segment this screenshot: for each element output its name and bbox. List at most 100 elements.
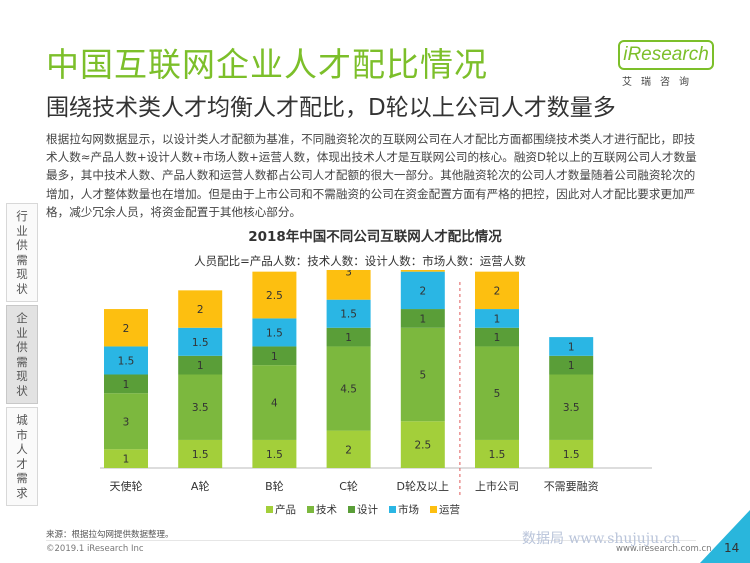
bar-segment [104,374,148,394]
chart-subtitle: 人员配比=产品人数：技术人数：设计人数：市场人数：运营人数 [194,254,526,268]
body-paragraph: 根据拉勾网数据显示，以设计类人才配额为基准，不同融资轮次的互联网公司在人才配比方… [46,132,697,219]
side-tab-label: 城 市 人 才 需 求 [16,413,28,500]
bar-value-label: 2 [345,444,352,456]
side-navigation: 行 业 供 需 现 状企 业 供 需 现 状城 市 人 才 需 求 [6,203,38,509]
bar-value-label: 4 [271,398,278,410]
bar-segment [326,430,371,468]
bar-segment [475,327,519,347]
legend-label: 市场 [398,503,419,516]
bar-value-label: 1 [123,379,130,391]
legend-swatch [348,506,355,513]
bar-value-label: 1.5 [489,449,506,461]
bar-segment [178,355,223,375]
legend-label: 产品 [275,503,296,516]
side-tab-2[interactable]: 城 市 人 才 需 求 [6,407,38,506]
bar-segment [104,393,148,450]
x-tick-label: B轮 [265,479,284,493]
bar-value-label: 2 [419,285,426,297]
legend-swatch [266,506,273,513]
bar-value-label: 1 [271,351,278,363]
bar-value-label: 2 [494,285,501,297]
iresearch-logo: iResearch 艾瑞咨询 [618,40,718,88]
bar-value-label: 3 [345,270,352,279]
bar-segment [252,439,297,468]
bar-value-label: 1 [568,360,575,372]
bar-segment [549,337,594,356]
bar-segment [252,318,297,347]
website-url: www.iresearch.com.cn [616,544,712,554]
side-tab-1[interactable]: 企 业 供 需 现 状 [6,305,38,404]
bar-segment [400,270,445,272]
bar-segment [475,271,519,310]
page-title: 中国互联网企业人才配比情况 [46,45,488,84]
x-tick-label: 不需要融资 [544,480,599,493]
x-tick-label: D轮及以上 [397,479,449,493]
bar-segment [178,290,223,328]
bar-segment [549,374,594,440]
bar-segment [252,346,297,366]
page-subtitle: 围绕技术类人才均衡人才配比，D轮以上公司人才数量多 [46,95,616,121]
side-tab-label: 企 业 供 需 现 状 [16,311,28,398]
bar-value-label: 2.5 [414,440,431,452]
bar-segment [104,309,148,347]
bar-value-label: 1.5 [192,337,209,349]
source-note: 来源：根据拉勾网提供数据整理。 [46,530,174,540]
bar-segment [178,439,223,468]
bar-value-label: 1.5 [192,449,209,461]
legend-swatch [389,506,396,513]
bar-value-label: 1.5 [118,355,135,367]
bar-value-label: 1.5 [340,309,357,321]
bar-value-label: 2.5 [266,290,283,302]
bar-segment [252,365,297,440]
bar-value-label: 3 [123,416,130,428]
x-tick-label: A轮 [191,479,210,493]
legend-swatch [307,506,314,513]
bar-value-label: 1 [419,313,426,325]
bar-segment [475,346,519,440]
logo-wordmark: iResearch [618,40,714,70]
x-tick-label: C轮 [339,479,358,493]
stacked-bar-chart: 1 3 1 1.5 2 天使轮 1.5 3.5 1 1.5 2 A轮 1.5 4 1 1.5 2.5 B轮 2 4.5… [100,270,652,516]
bar-value-label: 5 [494,388,501,400]
bar-value-label: 1.5 [563,449,580,461]
bar-segment [400,309,445,328]
bar-value-label: 3.5 [192,402,209,414]
bar-value-label: 1 [494,332,501,344]
logo-tagline: 艾瑞咨询 [622,77,698,88]
bar-value-label: 3.5 [563,402,580,414]
bar-value-label: 4.5 [340,384,357,396]
legend-label: 运营 [439,503,460,516]
bar-segment [400,271,445,310]
footer-divider [46,540,696,541]
side-tab-0[interactable]: 行 业 供 需 现 状 [6,203,38,302]
bar-segment [326,327,371,347]
bar-segment [326,270,371,300]
bar-segment [104,346,148,375]
bar-segment [104,449,148,468]
bar-segment [326,346,371,431]
bar-value-label: 1 [345,332,352,344]
corner-decoration [700,510,750,563]
page-number: 14 [724,541,740,555]
bar-value-label: 1 [568,341,575,353]
bar-value-label: 1 [494,313,501,325]
watermark: 数据局 www.shujuju.cn [522,531,681,547]
x-tick-label: 上市公司 [475,479,519,493]
bar-value-label: 1 [197,360,204,372]
chart-title: 2018年中国不同公司互联网人才配比情况 [248,229,502,245]
side-tab-label: 行 业 供 需 现 状 [16,209,28,296]
copyright: ©2019.1 iResearch Inc [46,544,144,554]
legend-label: 技术 [316,503,337,516]
bar-value-label: 2 [123,323,130,335]
bar-value-label: 2 [197,304,204,316]
bar-segment [400,327,445,422]
legend-swatch [430,506,437,513]
x-tick-label: 天使轮 [110,479,143,493]
bar-value-label: 1 [123,454,130,466]
bar-segment [252,271,297,319]
bar-value-label: 5 [419,370,426,382]
bar-segment [549,355,594,375]
bar-segment [178,374,223,440]
bar-segment [475,439,519,468]
bar-segment [326,299,371,328]
